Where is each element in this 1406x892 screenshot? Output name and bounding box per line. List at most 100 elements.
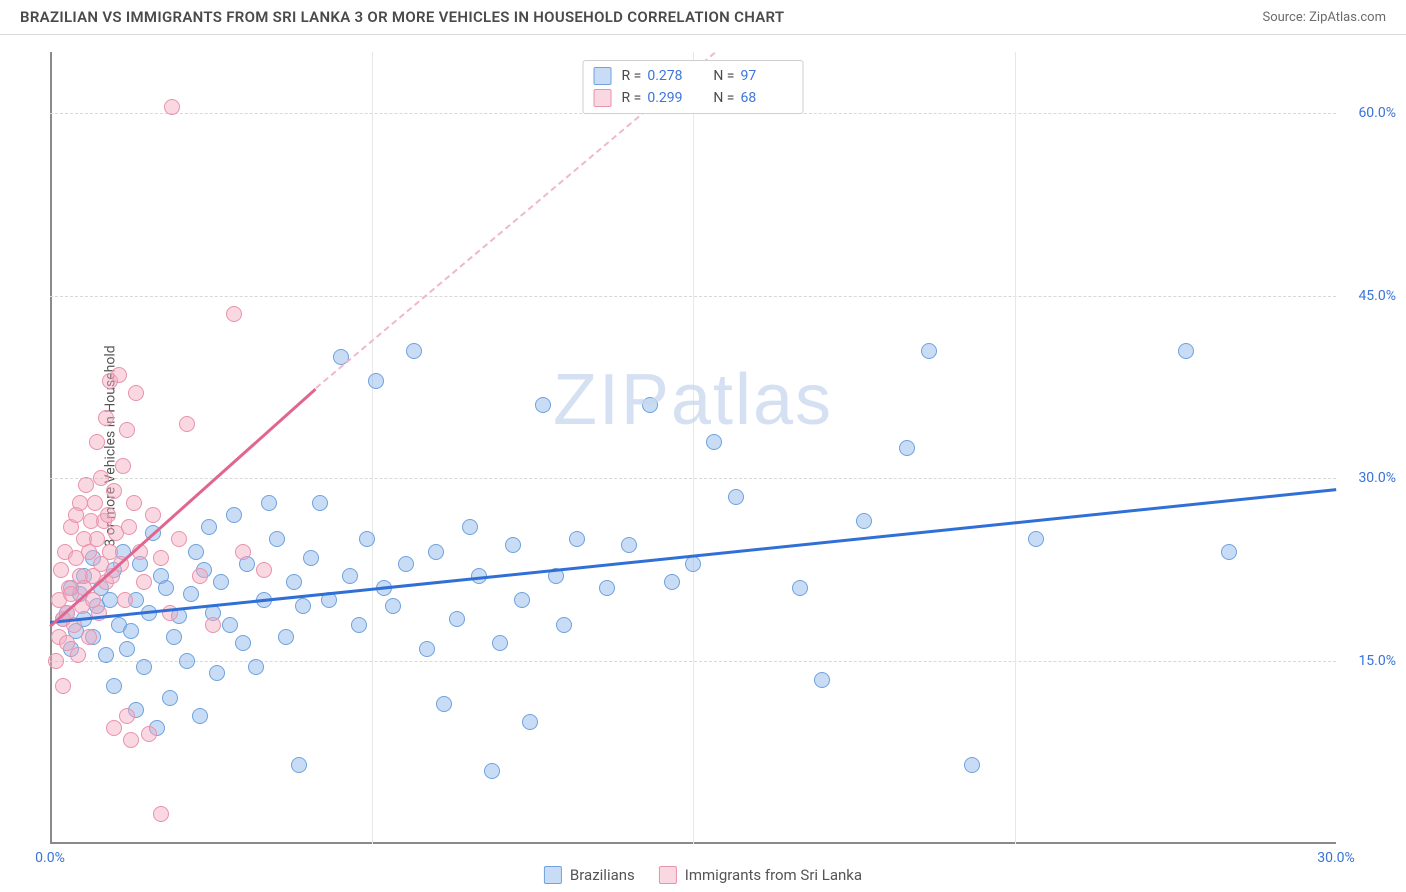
n-value: 68 [740, 90, 792, 106]
data-point [201, 519, 217, 535]
data-point [145, 507, 161, 523]
data-point [505, 537, 521, 553]
data-point [117, 592, 133, 608]
data-point [368, 373, 384, 389]
data-point [136, 574, 152, 590]
data-point [192, 708, 208, 724]
data-point [106, 483, 122, 499]
data-point [286, 574, 302, 590]
data-point [162, 690, 178, 706]
data-point [166, 629, 182, 645]
data-point [419, 641, 435, 657]
data-point [1028, 531, 1044, 547]
data-point [106, 720, 122, 736]
data-point [164, 99, 180, 115]
y-tick-label: 45.0% [1358, 288, 1396, 304]
data-point [153, 806, 169, 822]
data-point [569, 531, 585, 547]
data-point [188, 544, 204, 560]
data-point [53, 562, 69, 578]
data-point [119, 708, 135, 724]
data-point [98, 410, 114, 426]
header-bar: BRAZILIAN VS IMMIGRANTS FROM SRI LANKA 3… [0, 0, 1406, 35]
data-point [183, 586, 199, 602]
data-point [81, 629, 97, 645]
data-point [522, 714, 538, 730]
data-point [179, 653, 195, 669]
r-value: 0.299 [647, 90, 699, 106]
data-point [1178, 343, 1194, 359]
legend-item: Brazilians [544, 866, 635, 884]
watermark-thin: atlas [671, 360, 833, 440]
data-point [964, 757, 980, 773]
legend-swatch [659, 866, 677, 884]
data-point [269, 531, 285, 547]
data-point [792, 580, 808, 596]
correlation-legend-row: R = 0.299 N = 68 [594, 87, 793, 109]
data-point [436, 696, 452, 712]
data-point [158, 580, 174, 596]
data-point [48, 653, 64, 669]
legend-item: Immigrants from Sri Lanka [659, 866, 862, 884]
legend-label: Brazilians [570, 866, 635, 884]
data-point [621, 537, 637, 553]
plot-surface: ZIPatlas R =0.278N =97R =0.299N =68 15.0… [50, 52, 1336, 844]
data-point [261, 495, 277, 511]
chart-area: ZIPatlas R =0.278N =97R =0.299N =68 15.0… [50, 52, 1336, 844]
data-point [342, 568, 358, 584]
data-point [89, 531, 105, 547]
data-point [89, 434, 105, 450]
data-point [484, 763, 500, 779]
data-point [98, 647, 114, 663]
data-point [55, 678, 71, 694]
data-point [226, 507, 242, 523]
data-point [278, 629, 294, 645]
y-tick-label: 30.0% [1358, 470, 1396, 486]
data-point [111, 367, 127, 383]
data-point [462, 519, 478, 535]
y-tick-label: 15.0% [1358, 653, 1396, 669]
data-point [209, 665, 225, 681]
data-point [171, 531, 187, 547]
n-label: N = [713, 90, 734, 106]
data-point [899, 440, 915, 456]
data-point [312, 495, 328, 511]
data-point [256, 562, 272, 578]
data-point [685, 556, 701, 572]
data-point [205, 617, 221, 633]
legend-swatch [594, 89, 612, 107]
data-point [153, 550, 169, 566]
data-point [303, 550, 319, 566]
data-point [295, 598, 311, 614]
data-point [213, 574, 229, 590]
data-point [556, 617, 572, 633]
data-point [87, 495, 103, 511]
data-point [664, 574, 680, 590]
data-point [126, 495, 142, 511]
vgridline [693, 52, 694, 844]
vgridline [372, 52, 373, 844]
data-point [222, 617, 238, 633]
y-tick-label: 60.0% [1358, 105, 1396, 121]
data-point [706, 434, 722, 450]
data-point [642, 397, 658, 413]
data-point [119, 641, 135, 657]
r-label: R = [622, 90, 642, 106]
data-point [100, 507, 116, 523]
data-point [70, 647, 86, 663]
data-point [119, 422, 135, 438]
data-point [235, 544, 251, 560]
data-point [1221, 544, 1237, 560]
x-tick-label: 30.0% [1317, 850, 1355, 866]
data-point [78, 477, 94, 493]
correlation-legend-row: R =0.278N =97 [594, 65, 793, 87]
correlation-legend: R =0.278N =97R =0.299N =68 [583, 60, 804, 114]
r-label: R = [622, 68, 642, 84]
data-point [121, 519, 137, 535]
data-point [136, 659, 152, 675]
data-point [385, 598, 401, 614]
data-point [123, 732, 139, 748]
data-point [398, 556, 414, 572]
data-point [235, 635, 251, 651]
legend-swatch [544, 866, 562, 884]
